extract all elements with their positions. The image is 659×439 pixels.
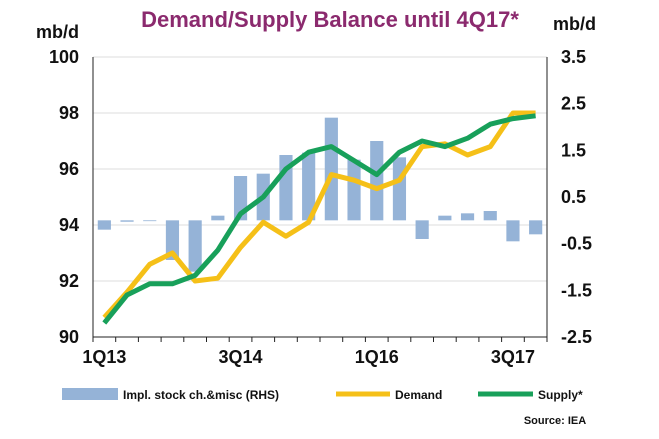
right-axis-unit: mb/d bbox=[553, 14, 596, 34]
bar bbox=[347, 159, 361, 221]
chart-title: Demand/Supply Balance until 4Q17* bbox=[141, 7, 519, 32]
right-tick-label: 3.5 bbox=[561, 47, 586, 67]
x-axis-ticks: 1Q13 3Q14 1Q16 3Q17 bbox=[82, 347, 535, 367]
bar bbox=[211, 215, 225, 221]
right-tick-label: -2.5 bbox=[561, 327, 592, 347]
left-axis-unit: mb/d bbox=[36, 22, 79, 42]
legend: Impl. stock ch.&misc (RHS) Demand Supply… bbox=[62, 388, 583, 402]
left-tick-label: 100 bbox=[49, 47, 79, 67]
bar bbox=[392, 157, 407, 221]
supply-line bbox=[102, 113, 536, 325]
legend-label-supply: Supply* bbox=[538, 388, 583, 402]
legend-swatch-stock bbox=[62, 388, 118, 400]
bar bbox=[120, 220, 134, 222]
bar bbox=[370, 141, 384, 221]
right-tick-label: -1.5 bbox=[561, 280, 592, 300]
right-tick-label: 1.5 bbox=[561, 140, 586, 160]
bar bbox=[324, 117, 338, 221]
lines bbox=[102, 110, 536, 325]
left-tick-label: 90 bbox=[59, 327, 79, 347]
right-tick-label: 2.5 bbox=[561, 94, 586, 114]
bar bbox=[143, 220, 157, 222]
right-axis-ticks: -2.5 -1.5 -0.5 0.5 1.5 2.5 3.5 bbox=[561, 47, 592, 347]
right-tick-label: 0.5 bbox=[561, 187, 586, 207]
bar bbox=[438, 215, 452, 221]
bar bbox=[415, 220, 429, 239]
left-axis-ticks: 90 92 94 96 98 100 bbox=[49, 47, 79, 347]
bar bbox=[460, 213, 475, 221]
left-tick-label: 94 bbox=[59, 215, 79, 235]
x-tick-label: 1Q16 bbox=[355, 347, 399, 367]
bar bbox=[483, 211, 497, 221]
x-tick-label: 3Q14 bbox=[219, 347, 263, 367]
right-tick-label: -0.5 bbox=[561, 234, 592, 254]
legend-label-stock: Impl. stock ch.&misc (RHS) bbox=[123, 388, 279, 402]
legend-label-demand: Demand bbox=[395, 388, 442, 402]
left-tick-label: 92 bbox=[59, 271, 79, 291]
x-tick-label: 1Q13 bbox=[82, 347, 126, 367]
bar bbox=[97, 220, 111, 230]
bar bbox=[165, 220, 180, 260]
bar bbox=[188, 220, 202, 272]
bar bbox=[302, 152, 316, 221]
bar bbox=[506, 220, 520, 242]
x-tick-label: 3Q17 bbox=[491, 347, 535, 367]
left-tick-label: 98 bbox=[59, 103, 79, 123]
source-note: Source: IEA bbox=[524, 415, 586, 427]
bar bbox=[529, 220, 543, 235]
demand-line bbox=[102, 110, 536, 320]
axes bbox=[92, 57, 548, 342]
left-tick-label: 96 bbox=[59, 159, 79, 179]
